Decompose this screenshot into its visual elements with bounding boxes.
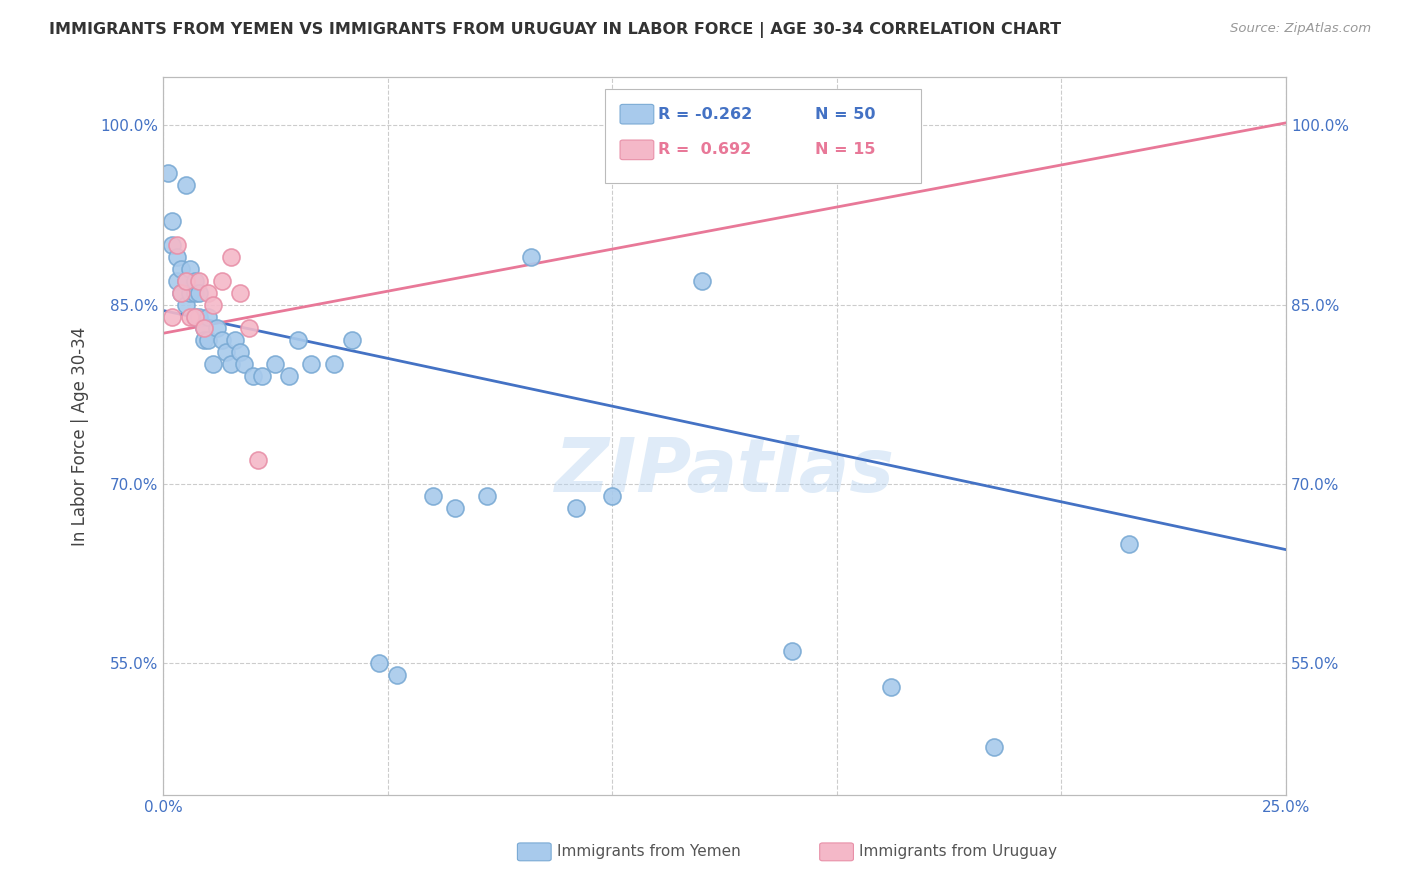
Point — [219, 357, 242, 371]
Point — [183, 274, 205, 288]
Y-axis label: In Labor Force | Age 30-34: In Labor Force | Age 30-34 — [72, 326, 89, 546]
Point — [193, 334, 215, 348]
Point — [193, 321, 215, 335]
Point — [174, 297, 197, 311]
Text: R = -0.262: R = -0.262 — [658, 107, 752, 121]
Point — [299, 357, 322, 371]
Point — [1118, 536, 1140, 550]
Point — [322, 357, 344, 371]
Point — [174, 178, 197, 192]
Point — [880, 680, 903, 694]
Text: N = 50: N = 50 — [815, 107, 876, 121]
Point — [780, 644, 803, 658]
Point — [983, 739, 1005, 754]
Point — [183, 310, 205, 324]
Point — [166, 274, 188, 288]
Point — [183, 310, 205, 324]
Point — [340, 334, 363, 348]
Point — [219, 250, 242, 264]
Point — [250, 369, 273, 384]
Point — [197, 334, 219, 348]
Text: IMMIGRANTS FROM YEMEN VS IMMIGRANTS FROM URUGUAY IN LABOR FORCE | AGE 30-34 CORR: IMMIGRANTS FROM YEMEN VS IMMIGRANTS FROM… — [49, 22, 1062, 38]
Point — [174, 274, 197, 288]
Text: Source: ZipAtlas.com: Source: ZipAtlas.com — [1230, 22, 1371, 36]
Point — [475, 489, 498, 503]
Point — [183, 285, 205, 300]
Point — [385, 668, 408, 682]
Point — [233, 357, 256, 371]
Point — [228, 345, 250, 359]
Point — [166, 250, 188, 264]
Text: N = 15: N = 15 — [815, 143, 876, 157]
Text: Immigrants from Uruguay: Immigrants from Uruguay — [859, 845, 1057, 859]
Point — [211, 274, 233, 288]
Point — [188, 274, 211, 288]
Point — [197, 310, 219, 324]
Point — [170, 285, 193, 300]
Point — [197, 285, 219, 300]
Point — [242, 369, 264, 384]
Point — [188, 310, 211, 324]
Point — [215, 345, 238, 359]
Point — [228, 285, 250, 300]
Point — [160, 237, 183, 252]
Text: Immigrants from Yemen: Immigrants from Yemen — [557, 845, 741, 859]
Text: ZIPatlas: ZIPatlas — [554, 435, 894, 508]
Point — [690, 274, 713, 288]
Point — [170, 261, 193, 276]
Point — [444, 500, 467, 515]
Point — [422, 489, 444, 503]
Point — [188, 285, 211, 300]
Point — [367, 656, 389, 670]
Point — [201, 297, 224, 311]
Point — [160, 214, 183, 228]
Point — [238, 321, 260, 335]
Point — [264, 357, 287, 371]
Point — [156, 166, 179, 180]
Point — [520, 250, 543, 264]
Point — [166, 237, 188, 252]
Point — [179, 310, 201, 324]
Point — [201, 357, 224, 371]
Point — [160, 310, 183, 324]
Point — [193, 321, 215, 335]
Point — [205, 321, 228, 335]
Point — [211, 334, 233, 348]
Point — [179, 285, 201, 300]
Point — [278, 369, 301, 384]
Point — [224, 334, 246, 348]
Point — [600, 489, 623, 503]
Point — [287, 334, 309, 348]
Point — [246, 453, 269, 467]
Text: R =  0.692: R = 0.692 — [658, 143, 751, 157]
Point — [170, 285, 193, 300]
Point — [179, 261, 201, 276]
Point — [565, 500, 588, 515]
Point — [174, 274, 197, 288]
